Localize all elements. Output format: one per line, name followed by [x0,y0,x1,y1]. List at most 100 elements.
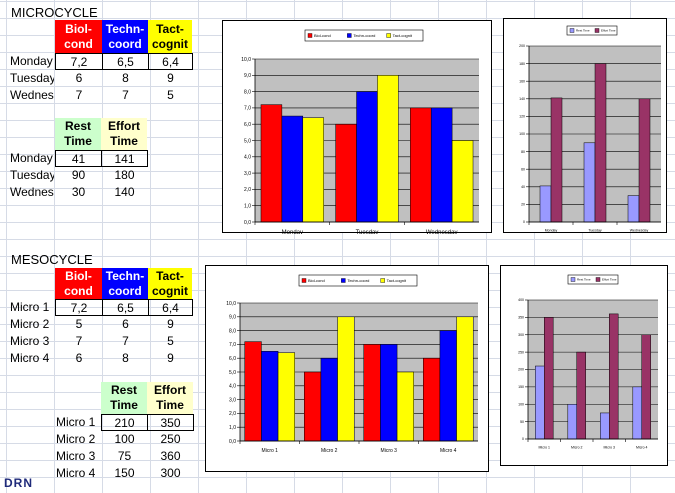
micro-time-row-label[interactable]: Tuesday [10,168,54,182]
meso-header-techn[interactable]: Techn- coord [102,268,148,299]
y-tick-label: 120 [519,115,525,119]
meso-header-effort[interactable]: Effort Time [147,382,193,414]
y-tick-label: 5,0 [244,138,251,144]
micro-cell[interactable]: 7 [75,88,83,102]
meso-cell[interactable]: 9 [167,317,174,331]
meso-header-biol[interactable]: Biol- cond [55,268,102,299]
micro-time-row-label[interactable]: Wednesday [10,185,54,199]
micro-time-cell[interactable]: 30 [71,185,86,199]
legend-label: Effort Time [601,29,616,33]
bar [535,365,545,440]
micro-time-cell[interactable]: 180 [114,168,135,182]
micro-header-techn[interactable]: Techn- coord [102,20,148,53]
legend-label: Effort Time [602,278,617,282]
meso-header-tact[interactable]: Tact- cognit [148,268,192,299]
legend-label: Tact-cognit [387,278,407,283]
meso-cell[interactable]: 5 [75,317,83,331]
micro-cell[interactable]: 7,2 [55,53,103,70]
bar [638,98,651,223]
header-line: coord [108,36,142,51]
micro-time-cell[interactable]: 141 [101,150,148,167]
micro-cell[interactable]: 6 [75,71,83,85]
meso-time-cell[interactable]: 360 [160,449,181,463]
meso-cell[interactable]: 7,2 [55,299,103,316]
micro-header-effort[interactable]: Effort Time [101,118,147,150]
y-tick-label: 300 [518,333,524,337]
micro-time-cell[interactable]: 140 [114,185,135,199]
meso-row-label[interactable]: Micro 3 [10,334,50,348]
micro-row-label[interactable]: Wednesday [10,88,54,102]
y-tick-label: 4,0 [244,155,251,161]
micro-cell[interactable]: 6,4 [148,53,193,70]
legend-swatch [595,277,601,282]
meso-cell[interactable]: 6 [75,351,83,365]
bar [377,75,399,223]
micro-time-cell[interactable]: 41 [55,150,102,167]
y-tick-label: 40 [521,185,525,189]
meso-cell[interactable]: 7 [75,334,83,348]
y-tick-label: 4,0 [229,384,236,390]
meso-time-cell[interactable]: 250 [160,432,181,446]
micro-cell[interactable]: 6,5 [102,53,149,70]
meso-time-cell[interactable]: 300 [160,466,181,480]
meso-row-label[interactable]: Micro 1 [10,300,50,314]
y-tick-label: 10,0 [226,301,236,307]
meso-cell[interactable]: 6,5 [102,299,149,316]
micro-header-tact[interactable]: Tact- cognit [148,20,192,53]
bar [594,63,607,223]
meso-cell[interactable]: 9 [167,351,174,365]
header-line: Tact- [156,21,184,36]
x-tick-label: Wednesday [630,229,649,233]
bar [304,371,322,442]
micro-row-label[interactable]: Monday [10,54,53,68]
meso-time-row-label[interactable]: Micro 3 [56,449,96,463]
meso-header-rest[interactable]: Rest Time [101,382,147,414]
micro-header-rest[interactable]: Rest Time [55,118,101,150]
micro-score-chart[interactable]: 0,0 1,0 2,0 3,0 4,0 5,0 6,0 7,0 8,0 9,0 10,0 Monday… [222,20,492,234]
meso-time-cell[interactable]: 75 [117,449,132,463]
meso-cell[interactable]: 6 [122,317,129,331]
y-tick-label: 50 [520,420,524,424]
micro-time-cell[interactable]: 90 [71,168,86,182]
micro-header-biol[interactable]: Biol- cond [55,20,102,53]
bar [641,334,651,440]
bar [583,142,596,223]
bar [281,115,304,223]
bar [261,351,279,442]
micro-cell[interactable]: 9 [167,71,174,85]
meso-row-label[interactable]: Micro 4 [10,351,50,365]
header-line: cond [64,283,93,298]
meso-cell[interactable]: 6,4 [148,299,193,316]
meso-score-chart[interactable]: 0,0 1,0 2,0 3,0 4,0 5,0 6,0 7,0 8,0 9,0 10,0 Micro … [205,265,489,472]
meso-time-cell[interactable]: 100 [114,432,135,446]
bar [320,357,338,442]
meso-time-cell[interactable]: 210 [101,414,148,431]
bar [363,344,381,442]
meso-time-row-label[interactable]: Micro 1 [56,415,96,429]
legend-box [566,25,618,36]
header-line: Effort [154,383,186,397]
header-line: Rest [110,383,137,397]
micro-row-label[interactable]: Tuesday [10,71,54,85]
meso-cell[interactable]: 7 [122,334,129,348]
micro-time-row-label[interactable]: Monday [10,151,53,165]
y-tick-label: 20 [521,203,525,207]
meso-time-chart[interactable]: 0 50 100 150 200 250 300 350 400 Micro 1 Micro 2 Mi… [500,265,668,466]
micro-cell[interactable]: 8 [122,71,129,85]
micro-cell[interactable]: 5 [167,88,174,102]
meso-time-row-label[interactable]: Micro 4 [56,466,96,480]
micro-cell[interactable]: 7 [122,88,129,102]
meso-time-cell[interactable]: 150 [114,466,135,480]
x-tick-label: Micro 1 [539,446,551,450]
meso-cell[interactable]: 5 [167,334,174,348]
meso-row-label[interactable]: Micro 2 [10,317,50,331]
legend-swatch [570,277,576,282]
meso-time-cell[interactable]: 350 [147,414,194,431]
header-line: coord [108,283,142,298]
micro-time-chart[interactable]: 0 20 40 60 80 100 120 140 160 180 200 Monday Tuesday… [503,18,667,233]
y-tick-label: 250 [518,350,524,354]
meso-cell[interactable]: 8 [122,351,129,365]
y-tick-label: 0,0 [244,220,251,226]
meso-score-chart-svg: 0,0 1,0 2,0 3,0 4,0 5,0 6,0 7,0 8,0 9,0 10,0 Micro … [226,274,478,454]
meso-time-row-label[interactable]: Micro 2 [56,432,96,446]
